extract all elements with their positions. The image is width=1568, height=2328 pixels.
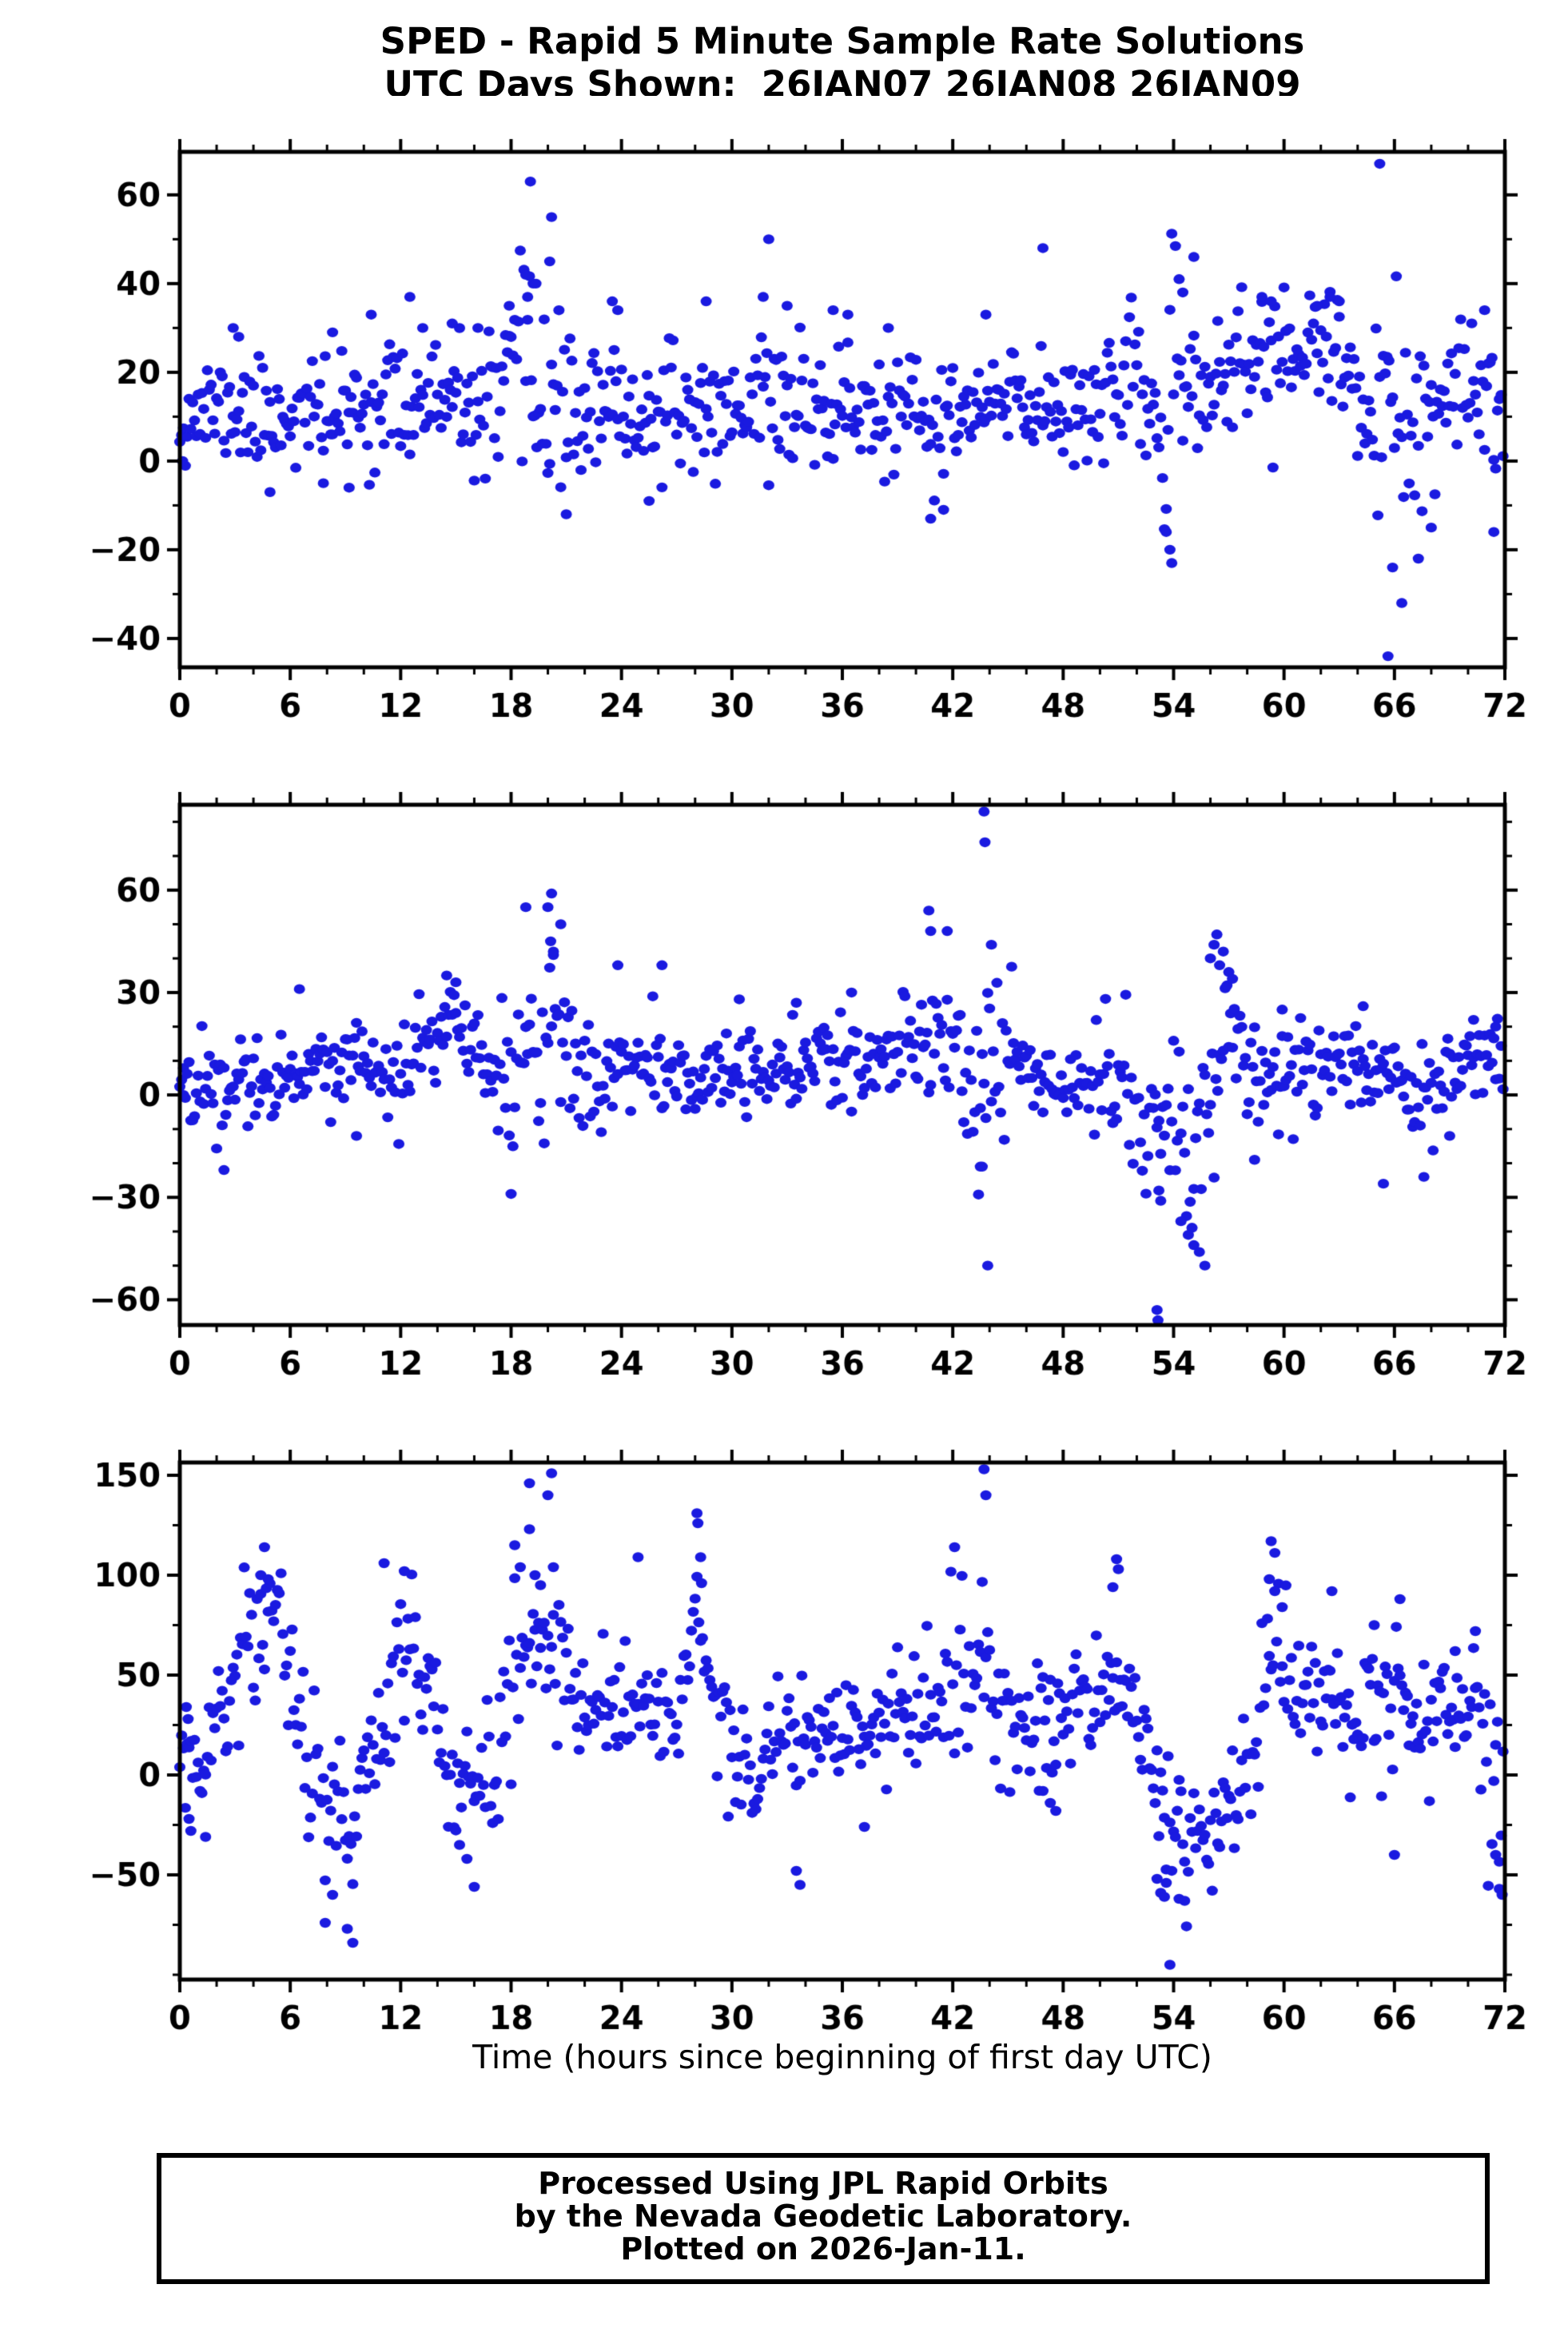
east-scatter-panel: [0, 96, 1568, 735]
north-scatter-panel: [0, 751, 1568, 1391]
footer-box: Processed Using JPL Rapid Orbits by the …: [157, 2153, 1490, 2284]
footer-line-2: by the Nevada Geodetic Laboratory.: [514, 2199, 1132, 2234]
plot-title-line-1: SPED - Rapid 5 Minute Sample Rate Soluti…: [380, 20, 1305, 62]
footer-line-1: Processed Using JPL Rapid Orbits: [538, 2166, 1108, 2201]
up-scatter-panel: [0, 1407, 1568, 2062]
time-axis-title: Time (hours since beginning of first day…: [472, 2038, 1212, 2076]
footer-line-3: Plotted on 2026-Jan-11.: [620, 2231, 1026, 2266]
